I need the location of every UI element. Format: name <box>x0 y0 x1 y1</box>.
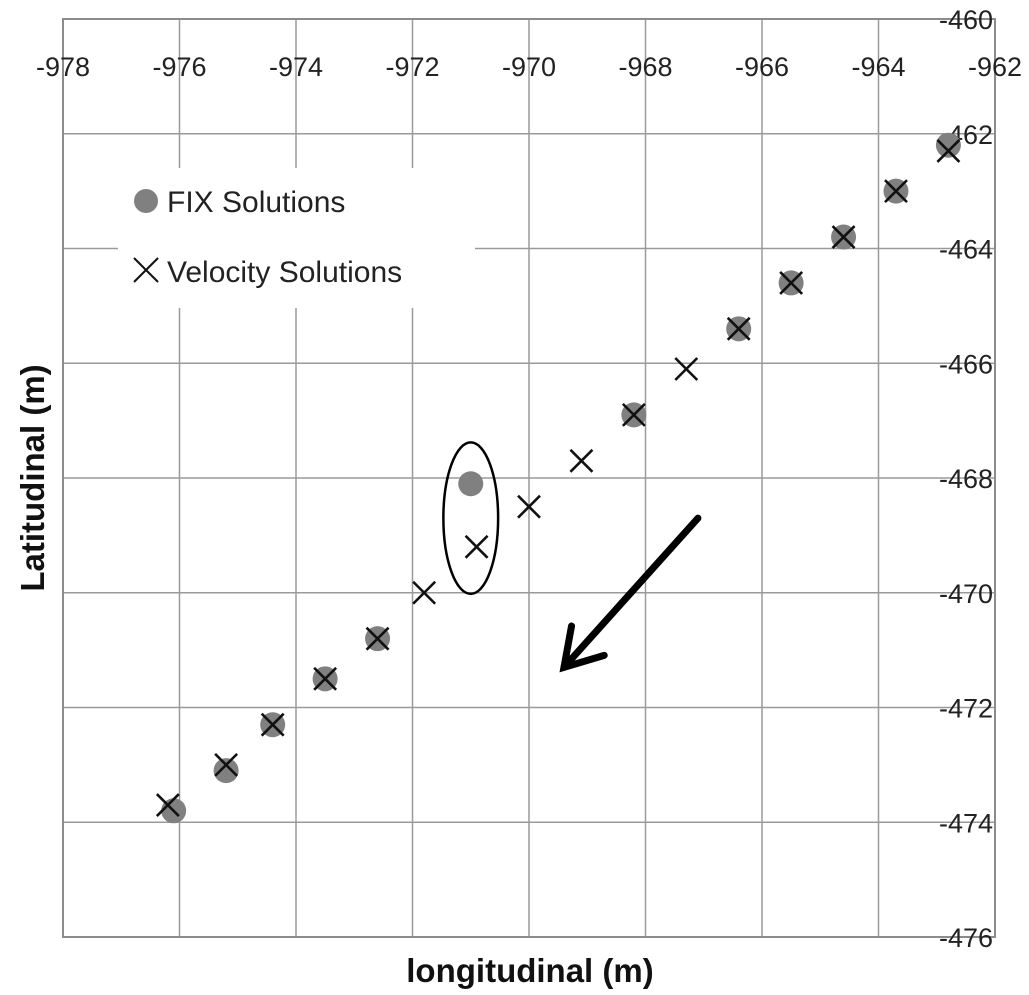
fix-solution-point <box>935 132 961 158</box>
velocity-solution-point <box>936 139 961 163</box>
gridlines <box>62 18 996 938</box>
x-stroke <box>313 666 338 691</box>
x-tick-label: -976 <box>152 52 206 82</box>
y-tick-label: -464 <box>939 235 993 265</box>
velocity-solution-point <box>365 626 390 651</box>
arrow-head <box>559 622 608 673</box>
velocity-solutions-series <box>155 139 961 817</box>
y-tick-label: -472 <box>939 694 993 724</box>
velocity-solution-point <box>831 225 856 249</box>
x-stroke <box>155 793 180 817</box>
x-tick-label: -962 <box>968 52 1022 82</box>
x-tick-label: -970 <box>502 52 556 82</box>
x-stroke <box>674 357 699 381</box>
x-stroke <box>936 139 961 163</box>
x-stroke <box>884 179 908 204</box>
x-tick-labels: -978 -976 -974 -972 -970 -968 -966 -964 -962 <box>36 52 1022 82</box>
x-tick-label: -964 <box>851 52 905 82</box>
direction-arrow <box>559 514 702 673</box>
x-tick-label: -972 <box>385 52 439 82</box>
legend-fix-label: FIX Solutions <box>167 186 345 219</box>
velocity-solution-point <box>260 712 285 737</box>
velocity-solution-point <box>155 793 180 817</box>
x-stroke <box>517 494 541 519</box>
velocity-solution-point <box>779 271 804 295</box>
x-stroke <box>214 752 239 777</box>
x-stroke <box>726 316 751 341</box>
legend-velocity-label: Velocity Solutions <box>167 256 402 289</box>
velocity-solution-point <box>674 357 699 381</box>
x-stroke <box>464 534 489 559</box>
x-stroke <box>569 448 594 473</box>
fix-solution-point <box>458 471 484 497</box>
arrow-shaft <box>560 514 702 671</box>
velocity-solution-point <box>884 179 908 204</box>
highlight-ellipse <box>442 441 500 596</box>
y-tick-label: -460 <box>939 5 993 35</box>
y-tick-label: -476 <box>939 923 993 953</box>
y-tick-label: -474 <box>939 808 993 838</box>
y-axis-title: Latitudinal (m) <box>14 364 51 591</box>
velocity-solution-point <box>313 666 338 691</box>
x-stroke <box>831 225 856 249</box>
velocity-solution-point <box>569 448 594 473</box>
legend-fix-marker <box>134 189 158 213</box>
x-stroke <box>621 402 646 427</box>
annotations <box>442 441 702 673</box>
x-tick-label: -974 <box>269 52 323 82</box>
legend-velocity-marker <box>133 257 159 283</box>
velocity-solution-point <box>412 580 437 605</box>
velocity-solution-point <box>726 316 751 341</box>
x-tick-label: -978 <box>36 52 90 82</box>
velocity-solution-point <box>621 402 646 427</box>
fix-solution-point <box>213 758 239 784</box>
x-tick-label: -966 <box>735 52 789 82</box>
x-stroke <box>260 712 285 737</box>
x-stroke <box>779 271 804 295</box>
plot-area-border <box>62 18 996 938</box>
x-stroke <box>365 626 390 651</box>
x-tick-label: -968 <box>618 52 672 82</box>
legend: FIX Solutions Velocity Solutions <box>118 168 475 308</box>
x-stroke <box>412 580 437 605</box>
velocity-solution-point <box>464 534 489 559</box>
y-tick-label: -470 <box>939 579 993 609</box>
y-tick-label: -466 <box>939 349 993 379</box>
x-axis-title: longitudinal (m) <box>406 952 653 989</box>
legend-background <box>118 168 475 308</box>
velocity-solution-point <box>214 752 239 777</box>
legend-x-stroke <box>133 257 159 283</box>
velocity-solution-point <box>517 494 541 519</box>
y-tick-label: -468 <box>939 464 993 494</box>
